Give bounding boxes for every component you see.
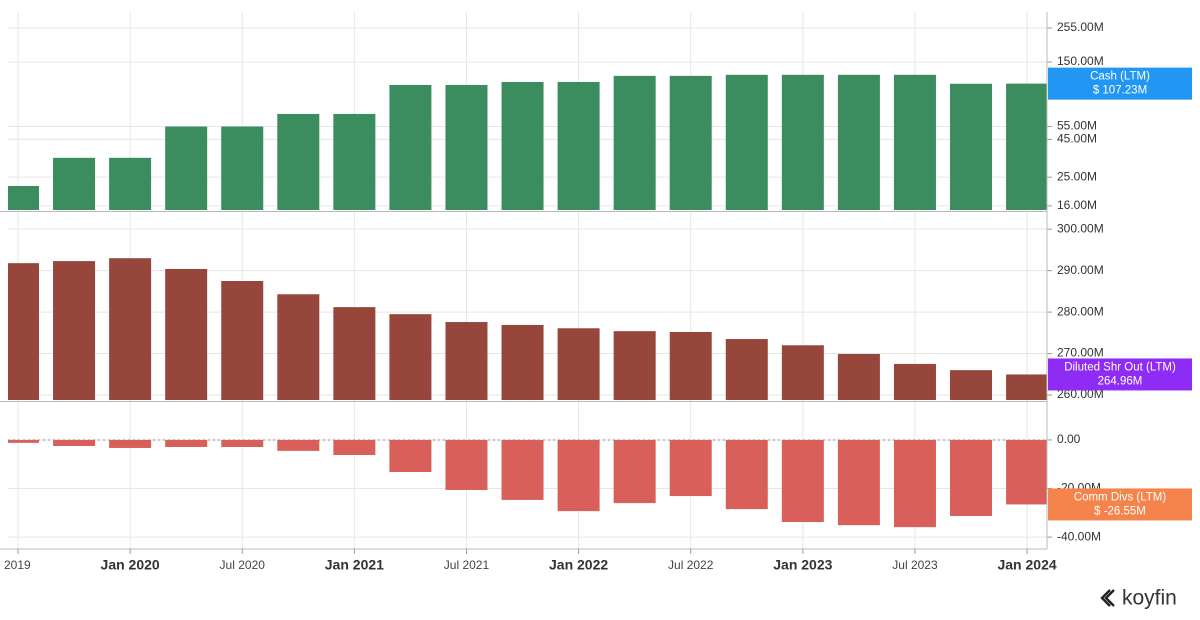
- bar: [950, 83, 993, 210]
- bar: [725, 74, 768, 211]
- bar: [501, 439, 544, 500]
- x-tick-label: Jan 2021: [325, 557, 384, 573]
- bar: [333, 439, 376, 456]
- bar: [1006, 374, 1047, 400]
- bar: [389, 439, 432, 473]
- y-tick-label: 290.00M: [1057, 263, 1104, 277]
- y-tick-label: 260.00M: [1057, 387, 1104, 401]
- bar: [893, 74, 936, 211]
- bar: [501, 81, 544, 210]
- bar: [893, 363, 936, 400]
- logo-icon: [1100, 589, 1115, 607]
- bar: [613, 439, 656, 504]
- bar: [333, 307, 376, 400]
- bar: [1006, 83, 1047, 210]
- bar: [333, 113, 376, 210]
- y-tick-label: 255.00M: [1057, 20, 1104, 34]
- bar: [53, 439, 96, 447]
- bar: [277, 294, 320, 400]
- bar: [445, 439, 488, 490]
- y-tick-label: 45.00M: [1057, 132, 1097, 146]
- bar: [109, 439, 152, 448]
- bar: [8, 263, 39, 400]
- bar: [781, 74, 824, 211]
- bar: [277, 439, 320, 451]
- x-tick-label: Jul 2020: [220, 558, 266, 572]
- tag-name: Diluted Shr Out (LTM): [1064, 361, 1176, 373]
- x-tick-label: Jan 2024: [997, 557, 1056, 573]
- value-tag: Diluted Shr Out (LTM) 264.96M: [1048, 358, 1192, 391]
- bar: [669, 439, 712, 497]
- bar: [669, 332, 712, 400]
- y-tick-label: 16.00M: [1057, 198, 1097, 212]
- koyfin-logo: koyfin: [1100, 587, 1177, 610]
- bar: [109, 258, 152, 400]
- bar: [53, 261, 96, 400]
- bar: [557, 81, 600, 210]
- bar: [109, 157, 152, 210]
- bar: [837, 74, 880, 211]
- tag-box: [1048, 67, 1192, 100]
- bar: [837, 439, 880, 526]
- bar: [165, 268, 208, 400]
- y-tick-label: 270.00M: [1057, 346, 1104, 360]
- value-tag: Comm Divs (LTM) $ -26.55M: [1048, 488, 1192, 521]
- tag-box: [1048, 488, 1192, 521]
- bar: [613, 75, 656, 210]
- bar: [389, 314, 432, 400]
- bar: [781, 345, 824, 400]
- bar: [557, 328, 600, 400]
- bar: [221, 281, 264, 400]
- y-tick-label: 300.00M: [1057, 221, 1104, 235]
- tag-name: Cash (LTM): [1090, 71, 1150, 83]
- bar: [221, 126, 264, 210]
- bar: [725, 339, 768, 400]
- brand-name: koyfin: [1122, 587, 1177, 610]
- y-tick-label: 150.00M: [1057, 54, 1104, 68]
- value-tag: Cash (LTM) $ 107.23M: [1048, 67, 1192, 100]
- bar: [8, 185, 39, 210]
- bar: [669, 75, 712, 210]
- bar: [8, 439, 39, 443]
- tag-value: $ -26.55M: [1094, 505, 1146, 517]
- bar: [725, 439, 768, 510]
- bar: [165, 439, 208, 447]
- tag-box: [1048, 358, 1192, 391]
- x-tick-label: 2019: [4, 558, 31, 572]
- bar: [389, 84, 432, 210]
- bar: [165, 126, 208, 210]
- x-tick-label: Jul 2022: [668, 558, 714, 572]
- y-tick-label: 55.00M: [1057, 119, 1097, 133]
- bar: [557, 439, 600, 512]
- bar: [893, 439, 936, 528]
- tag-value: $ 107.23M: [1093, 85, 1147, 97]
- bar: [613, 331, 656, 400]
- x-tick-label: Jan 2022: [549, 557, 608, 573]
- bar: [277, 113, 320, 210]
- bar: [837, 353, 880, 400]
- tag-name: Comm Divs (LTM): [1074, 491, 1167, 503]
- bar: [950, 439, 993, 516]
- bar: [781, 439, 824, 523]
- bar: [1006, 439, 1047, 505]
- y-tick-label: 25.00M: [1057, 169, 1097, 183]
- bar: [53, 157, 96, 210]
- x-tick-label: Jan 2023: [773, 557, 832, 573]
- x-tick-label: Jul 2023: [892, 558, 938, 572]
- bar: [221, 439, 264, 447]
- y-tick-label: 0.00: [1057, 432, 1081, 446]
- x-tick-label: Jan 2020: [101, 557, 160, 573]
- bar: [445, 84, 488, 210]
- x-tick-label: Jul 2021: [444, 558, 490, 572]
- y-tick-label: 280.00M: [1057, 304, 1104, 318]
- bar: [445, 322, 488, 400]
- y-tick-label: -40.00M: [1057, 529, 1101, 543]
- bar: [950, 370, 993, 400]
- bar: [501, 324, 544, 400]
- tag-value: 264.96M: [1098, 375, 1143, 387]
